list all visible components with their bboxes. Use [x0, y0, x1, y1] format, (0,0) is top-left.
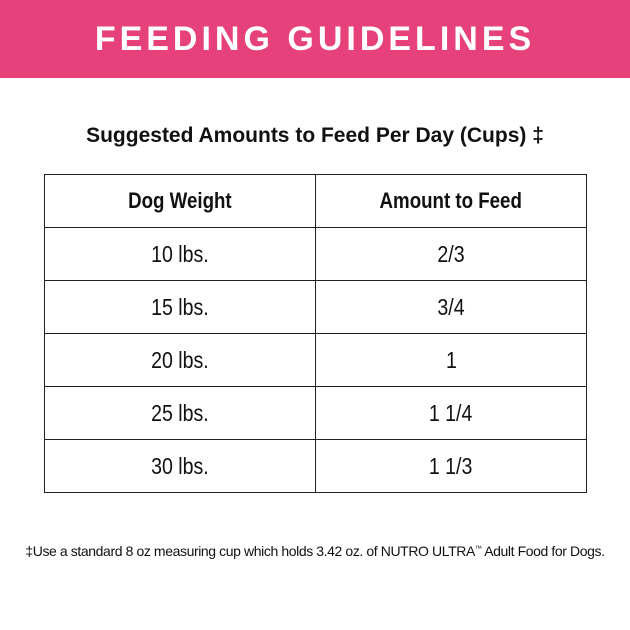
footnote-text: Adult Food for Dogs.	[481, 543, 605, 559]
cell-text: 30 lbs.	[151, 452, 209, 479]
table-body: 10 lbs. 2/3 15 lbs. 3/4 20 lbs. 1 25 lbs. 1 1/4…	[44, 227, 587, 493]
trademark: ™	[474, 545, 482, 553]
table-row: 30 lbs. 1 1/3	[44, 439, 587, 493]
table-cell: 1 1/4	[315, 386, 587, 440]
cell-text: 10 lbs.	[151, 240, 209, 267]
column-header-text: Dog Weight	[128, 188, 232, 213]
cell-text: 3/4	[437, 293, 465, 320]
table-cell: 20 lbs.	[44, 333, 316, 387]
footnote-text: ‡Use a standard 8 oz measuring cup which…	[25, 543, 475, 559]
table-cell: 10 lbs.	[44, 227, 316, 281]
cell-text: 1 1/3	[429, 452, 473, 479]
footnote: ‡Use a standard 8 oz measuring cup which…	[0, 543, 630, 559]
column-header: Amount to Feed	[315, 174, 587, 228]
cell-text: 15 lbs.	[151, 293, 209, 320]
subtitle: Suggested Amounts to Feed Per Day (Cups)…	[86, 124, 544, 147]
cell-text: 2/3	[437, 240, 465, 267]
header-title: FEEDING GUIDELINES	[94, 20, 536, 58]
column-header-text: Amount to Feed	[379, 188, 523, 213]
table-cell: 3/4	[315, 280, 587, 334]
cell-text: 20 lbs.	[151, 346, 209, 373]
table-cell: 15 lbs.	[44, 280, 316, 334]
table-row: 10 lbs. 2/3	[44, 227, 587, 281]
table-row: 15 lbs. 3/4	[44, 280, 587, 334]
feeding-table: Dog Weight Amount to Feed 10 lbs. 2/3 15 lb…	[44, 174, 587, 493]
column-header: Dog Weight	[44, 174, 316, 228]
table-cell: 1 1/3	[315, 439, 587, 493]
table-cell: 1	[315, 333, 587, 387]
table-cell: 25 lbs.	[44, 386, 316, 440]
cell-text: 1 1/4	[429, 399, 473, 426]
table-cell: 30 lbs.	[44, 439, 316, 493]
table-row: 20 lbs. 1	[44, 333, 587, 387]
header-band	[0, 0, 630, 78]
cell-text: 25 lbs.	[151, 399, 209, 426]
cell-text: 1	[445, 346, 457, 373]
table-cell: 2/3	[315, 227, 587, 281]
table-row: 25 lbs. 1 1/4	[44, 386, 587, 440]
header-row: Dog Weight Amount to Feed	[44, 174, 587, 228]
